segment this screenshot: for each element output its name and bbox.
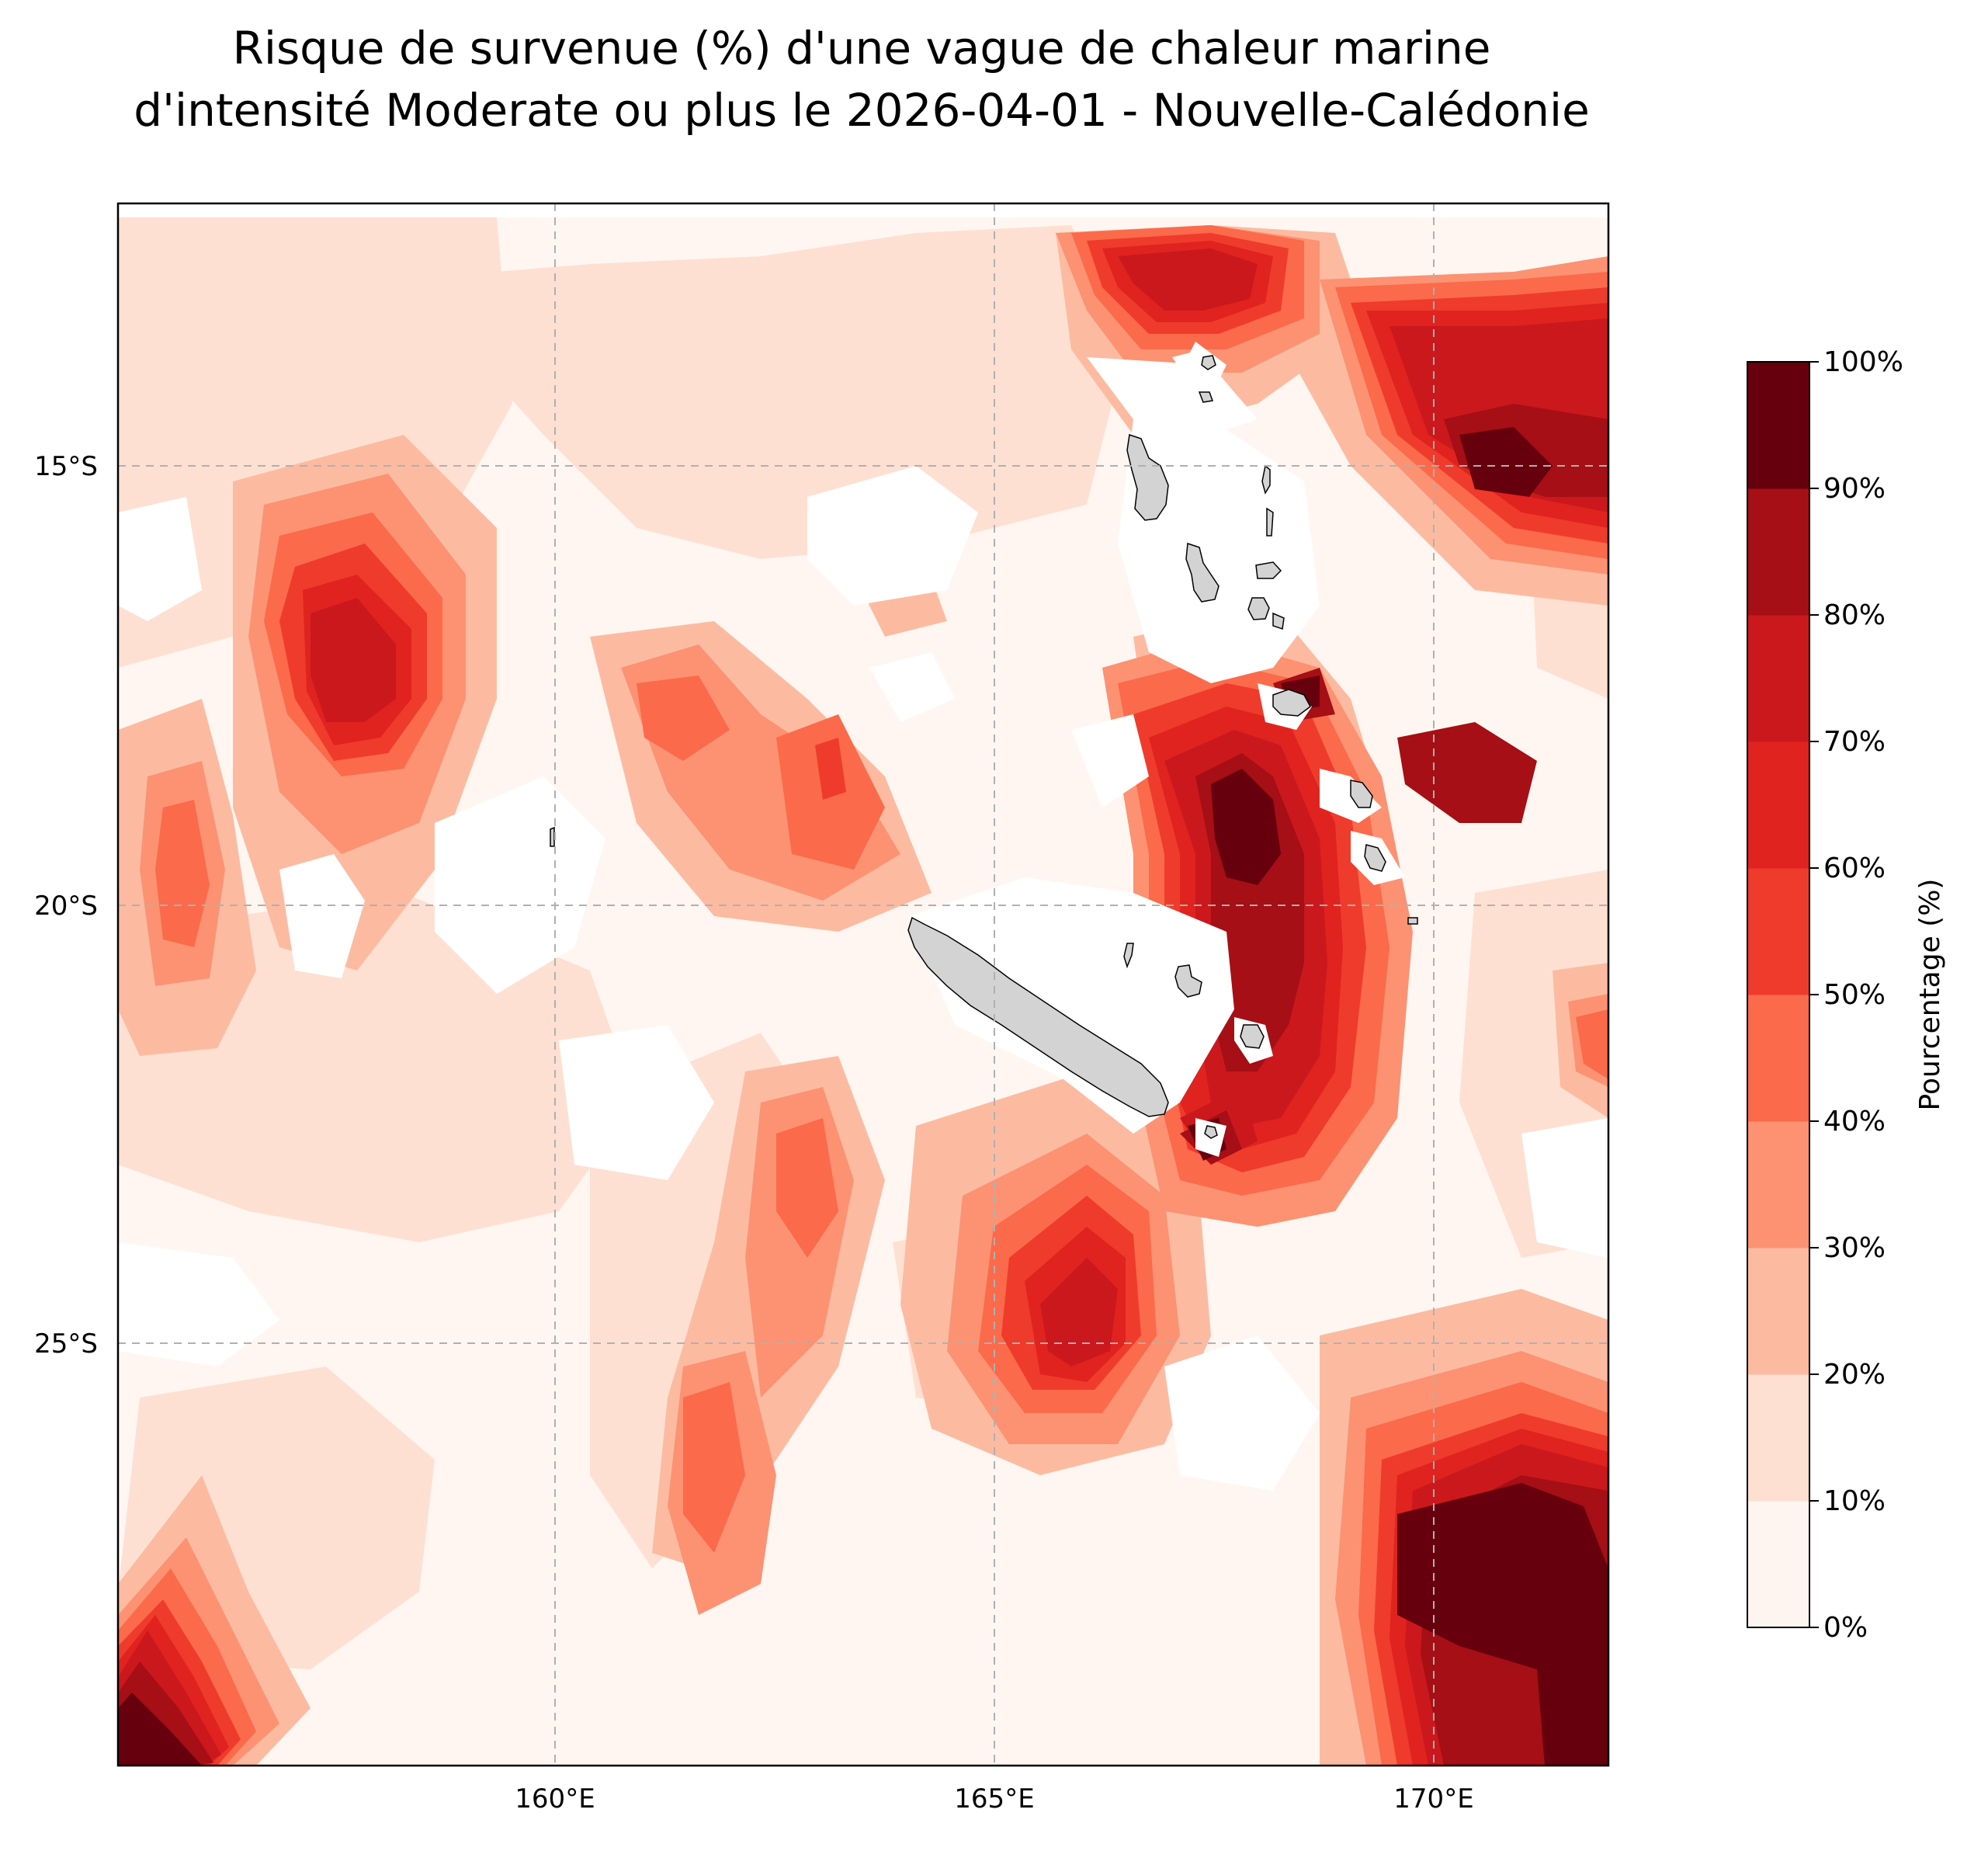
pale-patches — [118, 466, 1608, 1491]
maewo-island — [1266, 507, 1274, 537]
colorbar-tick-label: 80% — [1823, 599, 1886, 631]
colorbar-tick-label: 60% — [1823, 853, 1886, 884]
colorbar-label: Pourcentage (%) — [1914, 879, 1946, 1111]
colorbar-tick-label: 20% — [1823, 1359, 1886, 1391]
y-tick-15S: 15°S — [34, 451, 98, 482]
title-line-2: d'intensité Moderate ou plus le 2026-04-… — [134, 84, 1590, 137]
malekula-island — [1185, 542, 1220, 603]
map-frame — [116, 202, 1610, 1767]
map-title: Risque de survenue (%) d'une vague de ch… — [0, 17, 1723, 141]
banks-islands — [1201, 355, 1216, 370]
banks-islands-south — [1198, 391, 1214, 403]
colorbar: 0% 10% 20% 30% 40% 50% 60% 70% 80% 90% 100% Pource… — [1747, 346, 1946, 1644]
colorbar-cells — [1747, 362, 1809, 1628]
colorbar-tick-label: 0% — [1823, 1612, 1868, 1644]
aneityum-island — [1364, 844, 1386, 872]
pentecost-island — [1261, 464, 1271, 495]
colorbar-cell — [1747, 741, 1809, 869]
espiritu-santo-island — [1126, 434, 1169, 521]
colorbar-cell — [1747, 995, 1809, 1122]
colorbar-cell — [1747, 868, 1809, 995]
erromango-island — [1272, 689, 1311, 717]
efate-island — [1247, 597, 1270, 620]
x-tick-165E: 165°E — [954, 1783, 1034, 1815]
risk-band-90-100 — [118, 427, 1608, 1766]
x-tick-170E: 170°E — [1393, 1783, 1473, 1815]
hunter-island — [1407, 917, 1418, 925]
ambrym-island — [1255, 561, 1282, 579]
colorbar-tick-label: 50% — [1823, 979, 1886, 1011]
colorbar-tick-label: 90% — [1823, 473, 1886, 505]
gridlines — [118, 203, 1608, 1766]
colorbar-cell — [1747, 615, 1809, 742]
chesterfield-island — [550, 826, 555, 847]
lifou-island — [1174, 964, 1202, 998]
y-tick-20S: 20°S — [34, 891, 98, 922]
colorbar-cell — [1747, 1121, 1809, 1248]
tanna-island — [1350, 780, 1373, 808]
title-line-1: Risque de survenue (%) d'une vague de ch… — [232, 22, 1491, 75]
ile-des-pins — [1204, 1125, 1218, 1139]
x-tick-160E: 160°E — [515, 1783, 595, 1815]
colorbar-tick-label: 30% — [1823, 1232, 1886, 1264]
y-tick-25S: 25°S — [34, 1328, 98, 1360]
colorbar-ticks: 0% 10% 20% 30% 40% 50% 60% 70% 80% 90% 100% — [1809, 346, 1903, 1644]
colorbar-cell — [1747, 1501, 1809, 1628]
colorbar-cell — [1747, 488, 1809, 616]
mare-island — [1240, 1024, 1265, 1049]
ouvea-island — [1123, 943, 1134, 969]
x-axis-labels: 160°E 165°E 170°E — [515, 1783, 1473, 1815]
colorbar-tick-label: 10% — [1823, 1485, 1886, 1517]
land-masses — [550, 355, 1418, 1139]
colorbar-tick-label: 70% — [1823, 726, 1886, 758]
grande-terre-island — [907, 916, 1169, 1117]
colorbar-cell — [1747, 1248, 1809, 1375]
colorbar-cell — [1747, 362, 1809, 489]
y-axis-labels: 15°S 20°S 25°S — [34, 451, 98, 1360]
map-plot-area — [118, 203, 1608, 1766]
colorbar-cell — [1747, 1374, 1809, 1502]
epi-island — [1272, 612, 1285, 630]
colorbar-tick-label: 100% — [1823, 346, 1903, 378]
colorbar-tick-label: 40% — [1823, 1106, 1886, 1137]
